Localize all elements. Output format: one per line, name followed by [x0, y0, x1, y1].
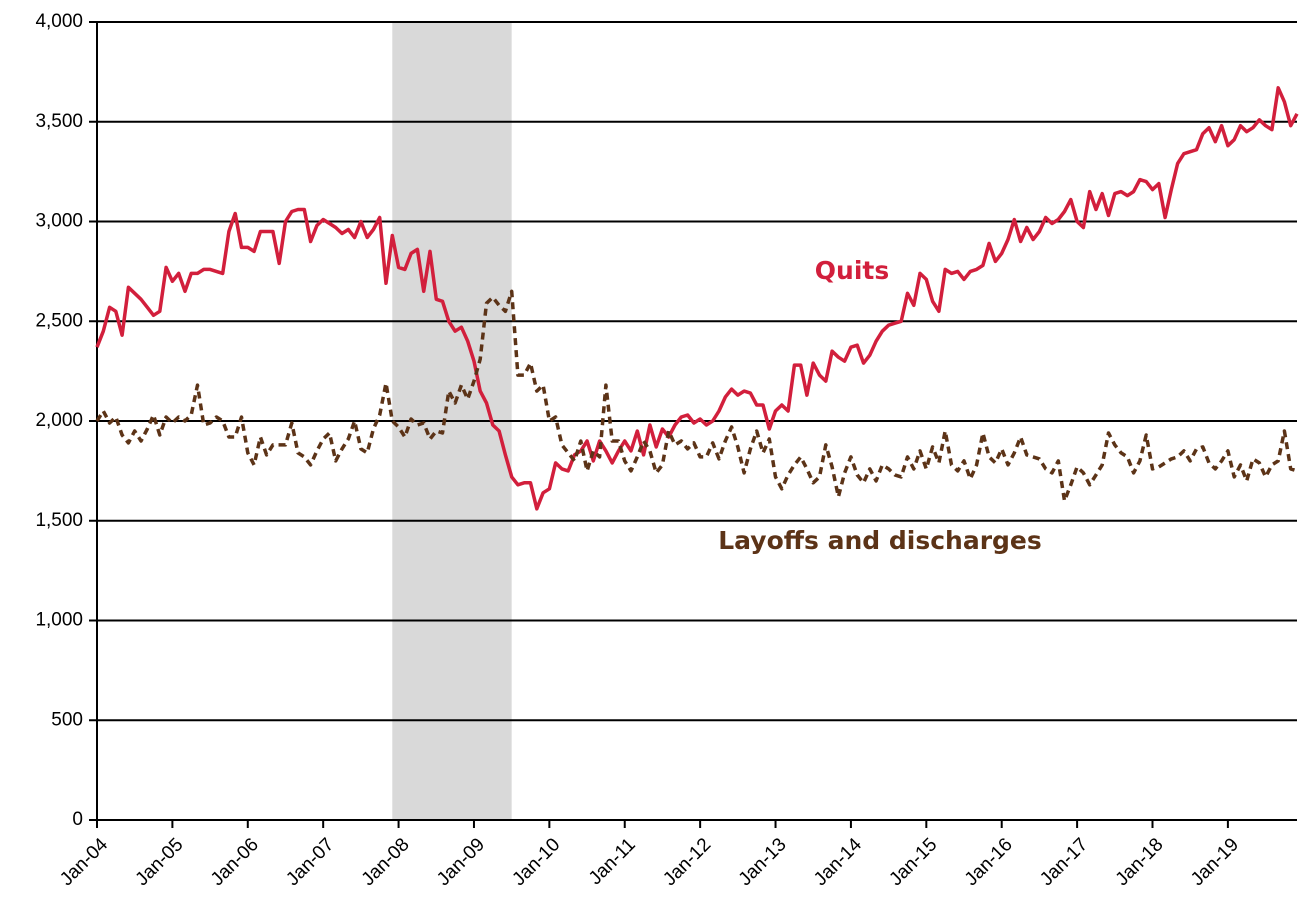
y-tick-label: 1,500 — [35, 510, 83, 531]
x-tick-label: Jan-14 — [810, 834, 866, 890]
y-tick-label: 2,500 — [35, 310, 83, 331]
series-line — [95, 86, 1299, 511]
y-tick-label: 3,000 — [35, 211, 83, 232]
x-tick-label: Jan-16 — [961, 834, 1017, 890]
x-tick-label: Jan-12 — [659, 834, 715, 890]
y-tick-label: 500 — [51, 709, 83, 730]
x-tick-label: Jan-05 — [132, 834, 188, 890]
series-label: Layoffs and discharges — [718, 526, 1042, 555]
x-tick-label: Jan-04 — [56, 834, 112, 890]
x-tick-label: Jan-10 — [508, 834, 564, 890]
x-tick-label: Jan-11 — [585, 834, 640, 889]
y-tick-label: 4,000 — [35, 11, 83, 32]
series-line — [95, 289, 1298, 503]
x-tick-label: Jan-17 — [1036, 834, 1092, 890]
x-tick-label: Jan-08 — [358, 834, 414, 890]
x-tick-label: Jan-06 — [207, 834, 263, 890]
y-tick-label: 2,000 — [35, 410, 83, 431]
y-tick-label: 3,500 — [35, 111, 83, 132]
x-tick-label: Jan-15 — [885, 834, 941, 890]
x-tick-label: Jan-18 — [1112, 834, 1168, 890]
series-label: Quits — [815, 256, 889, 285]
y-tick-label: 1,000 — [35, 610, 83, 631]
x-tick-label: Jan-09 — [433, 834, 489, 890]
x-tick-label: Jan-19 — [1187, 834, 1243, 890]
y-tick-label: 0 — [72, 809, 83, 830]
x-tick-label: Jan-07 — [282, 834, 338, 890]
x-tick-label: Jan-13 — [735, 834, 791, 890]
